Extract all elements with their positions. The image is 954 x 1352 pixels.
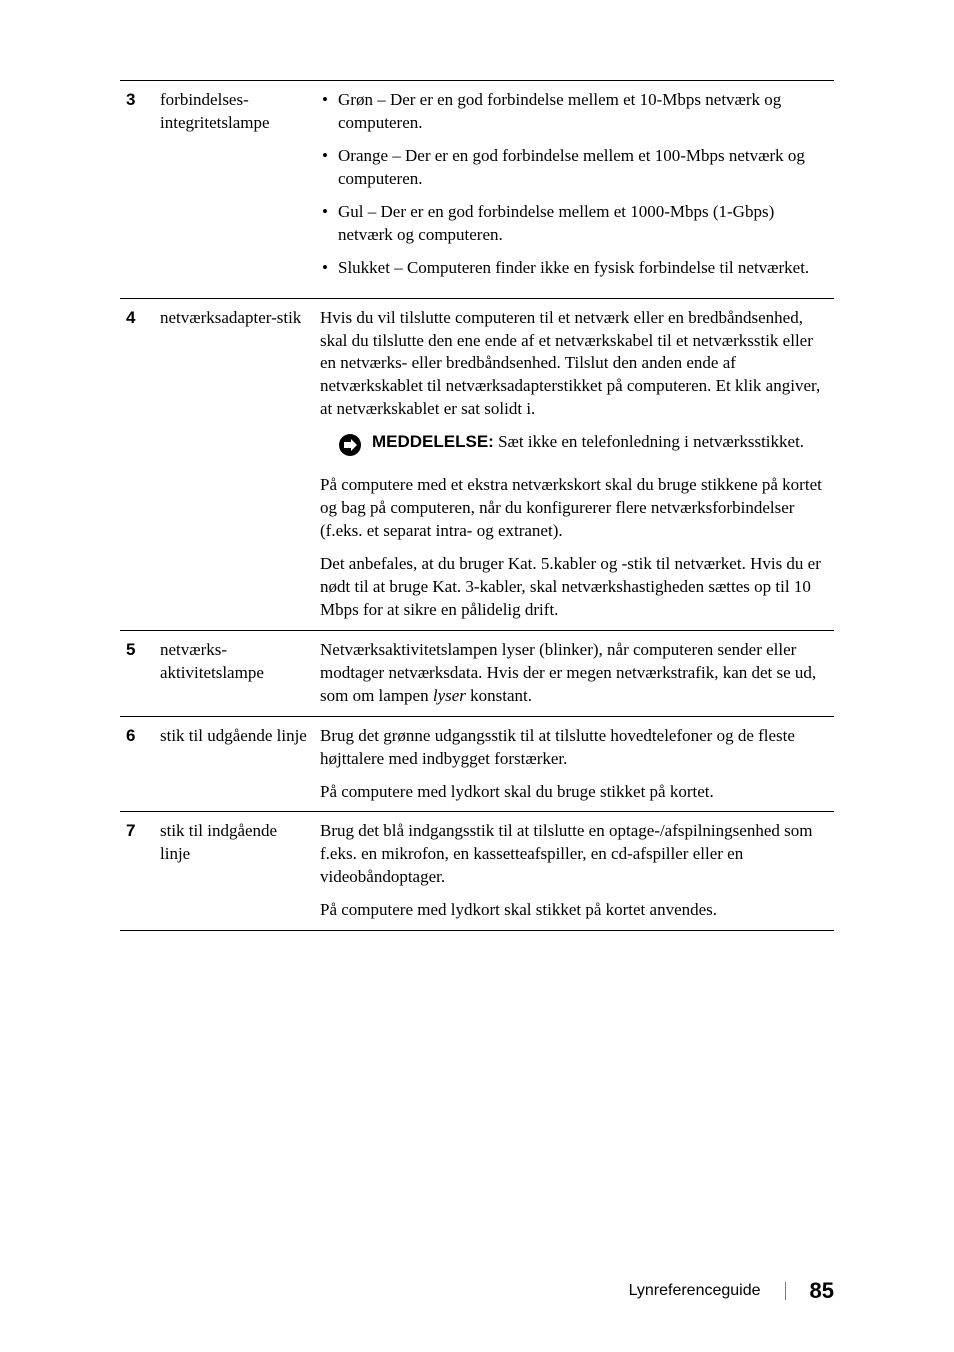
paragraph: Netværksaktivitetslampen lyser (blinker)… xyxy=(320,639,828,708)
notice-text: MEDDELELSE: Sæt ikke en telefonledning i… xyxy=(372,431,804,454)
notice-label: MEDDELELSE: xyxy=(372,432,494,451)
text-pre: Netværksaktivitetslampen lyser (blinker)… xyxy=(320,640,816,705)
table-row: 4 netværksadapter-stik Hvis du vil tilsl… xyxy=(120,298,834,630)
row-number: 6 xyxy=(120,716,154,812)
table-row: 7 stik til indgående linje Brug det blå … xyxy=(120,812,834,931)
paragraph: Hvis du vil tilslutte computeren til et … xyxy=(320,307,828,422)
list-item: Gul – Der er en god forbindelse mellem e… xyxy=(320,201,828,247)
row-number: 5 xyxy=(120,630,154,716)
table-row: 6 stik til udgående linje Brug det grønn… xyxy=(120,716,834,812)
row-label: stik til indgående linje xyxy=(154,812,314,931)
notice-body: Sæt ikke en telefonledning i netværkssti… xyxy=(494,432,804,451)
text-post: konstant. xyxy=(466,686,532,705)
row-label: forbindelses-integritetslampe xyxy=(154,81,314,299)
row-number: 7 xyxy=(120,812,154,931)
list-item: Grøn – Der er en god forbindelse mellem … xyxy=(320,89,828,135)
paragraph: På computere med lydkort skal stikket på… xyxy=(320,899,828,922)
row-description: Grøn – Der er en god forbindelse mellem … xyxy=(314,81,834,299)
table-row: 3 forbindelses-integritetslampe Grøn – D… xyxy=(120,81,834,299)
row-label: netværksadapter-stik xyxy=(154,298,314,630)
text-italic: lyser xyxy=(433,686,466,705)
page-footer: Lynreferenceguide 85 xyxy=(629,1278,834,1304)
footer-title: Lynreferenceguide xyxy=(629,1282,761,1300)
list-item: Orange – Der er en god forbindelse melle… xyxy=(320,145,828,191)
row-description: Brug det blå indgangsstik til at tilslut… xyxy=(314,812,834,931)
row-description: Brug det grønne udgangsstik til at tilsl… xyxy=(314,716,834,812)
row-number: 4 xyxy=(120,298,154,630)
paragraph: Brug det grønne udgangsstik til at tilsl… xyxy=(320,725,828,771)
notice-icon xyxy=(338,433,362,464)
specs-table: 3 forbindelses-integritetslampe Grøn – D… xyxy=(120,80,834,931)
row-number: 3 xyxy=(120,81,154,299)
paragraph: Brug det blå indgangsstik til at tilslut… xyxy=(320,820,828,889)
row-description: Netværksaktivitetslampen lyser (blinker)… xyxy=(314,630,834,716)
table-end-rule xyxy=(120,931,834,932)
row-label: stik til udgående linje xyxy=(154,716,314,812)
bullet-list: Grøn – Der er en god forbindelse mellem … xyxy=(320,89,828,280)
footer-separator xyxy=(785,1282,786,1300)
notice-block: MEDDELELSE: Sæt ikke en telefonledning i… xyxy=(338,431,828,464)
paragraph: På computere med lydkort skal du bruge s… xyxy=(320,781,828,804)
paragraph: På computere med et ekstra netværkskort … xyxy=(320,474,828,543)
row-description: Hvis du vil tilslutte computeren til et … xyxy=(314,298,834,630)
row-label: netværks-aktivitetslampe xyxy=(154,630,314,716)
table-row: 5 netværks-aktivitetslampe Netværksaktiv… xyxy=(120,630,834,716)
list-item: Slukket – Computeren finder ikke en fysi… xyxy=(320,257,828,280)
footer-page-number: 85 xyxy=(810,1278,834,1304)
paragraph: Det anbefales, at du bruger Kat. 5.kable… xyxy=(320,553,828,622)
